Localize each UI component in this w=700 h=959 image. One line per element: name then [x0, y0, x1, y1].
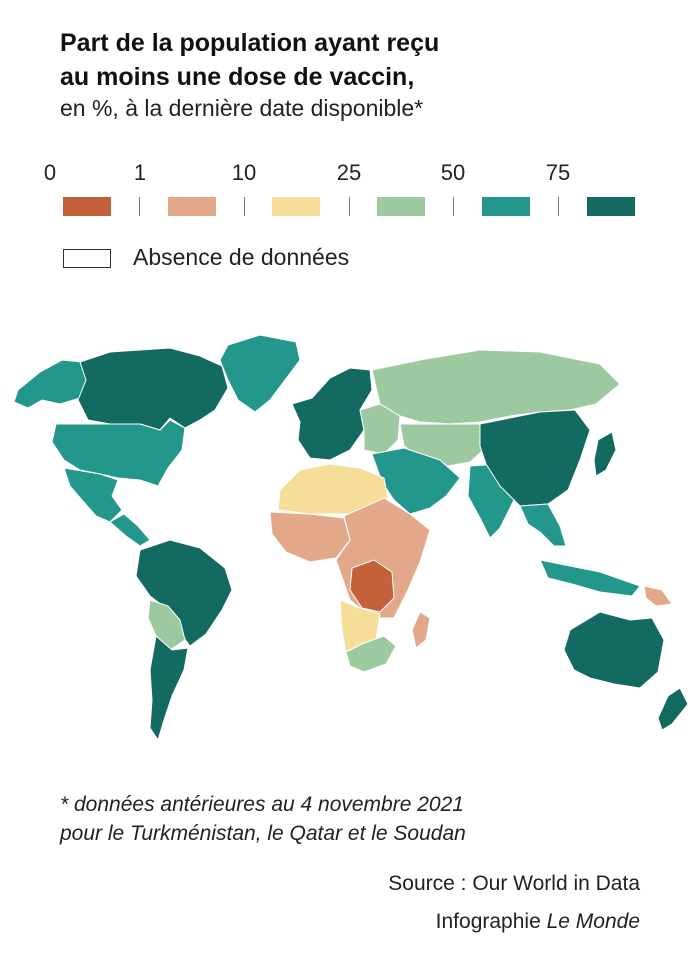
legend-separator [453, 197, 454, 216]
region-russia [371, 349, 621, 425]
title-line-2: au moins une dose de vaccin, [60, 63, 415, 91]
legend-tick-0: 0 [43, 160, 57, 185]
legend-swatch-10-25 [272, 197, 320, 216]
credit-brand: Le Monde [546, 910, 640, 933]
source-label: Source : Our World in Data [388, 872, 640, 895]
title-line-1: Part de la population ayant reçu [60, 29, 440, 57]
region-greenland [219, 334, 301, 413]
legend-tick-10: 10 [231, 160, 257, 185]
credit-prefix: Infographie [435, 910, 547, 933]
region-north-africa [277, 463, 389, 515]
region-southeast-asia [519, 503, 567, 547]
region-australia [563, 611, 665, 689]
legend-swatch-1-10 [168, 197, 216, 216]
chart-subtitle: en %, à la dernière date disponible* [60, 95, 424, 121]
region-southern-cone [149, 635, 189, 741]
region-japan [593, 431, 617, 477]
legend-separator [244, 197, 245, 216]
region-central-america [109, 513, 151, 547]
footnote-line-1: * données antérieures au 4 novembre 2021 [60, 793, 464, 816]
footnote-line-2: pour le Turkménistan, le Qatar et le Sou… [60, 822, 466, 845]
region-south-africa [345, 635, 397, 673]
world-map [13, 334, 689, 741]
legend-swatch-50-75 [482, 197, 530, 216]
region-alaska [13, 359, 89, 409]
no-data-swatch [63, 249, 111, 268]
region-madagascar [411, 611, 431, 649]
region-middle-east [371, 447, 461, 515]
region-new-zealand [657, 687, 689, 731]
region-papua-new-guinea [643, 585, 673, 607]
region-united-states [51, 419, 186, 487]
legend-tick-50: 50 [440, 160, 466, 185]
region-canada [77, 347, 229, 431]
legend-tick-75: 75 [545, 160, 571, 185]
region-west-africa [269, 511, 351, 563]
legend-swatch-0-1 [63, 197, 111, 216]
chart-title: Part de la population ayant reçu au moin… [60, 26, 439, 94]
legend-tick-25: 25 [336, 160, 362, 185]
color-legend: 0 1 10 25 50 75 Absence de données [0, 160, 700, 280]
region-western-europe [291, 367, 373, 461]
region-bolivia-paraguay [147, 599, 186, 651]
no-data-label: Absence de données [133, 244, 350, 270]
region-mexico [63, 467, 123, 523]
legend-separator [558, 197, 559, 216]
legend-tick-1: 1 [133, 160, 147, 185]
legend-swatch-25-50 [377, 197, 425, 216]
legend-swatch-75-100 [587, 197, 635, 216]
region-indonesia [539, 559, 641, 597]
legend-separator [139, 197, 140, 216]
credit-label: Infographie Le Monde [436, 910, 640, 934]
region-south-america-north [135, 539, 233, 647]
footnote: * données antérieures au 4 novembre 2021… [60, 790, 466, 848]
region-dr-congo [349, 559, 395, 613]
legend-separator [349, 197, 350, 216]
region-china [479, 409, 591, 507]
